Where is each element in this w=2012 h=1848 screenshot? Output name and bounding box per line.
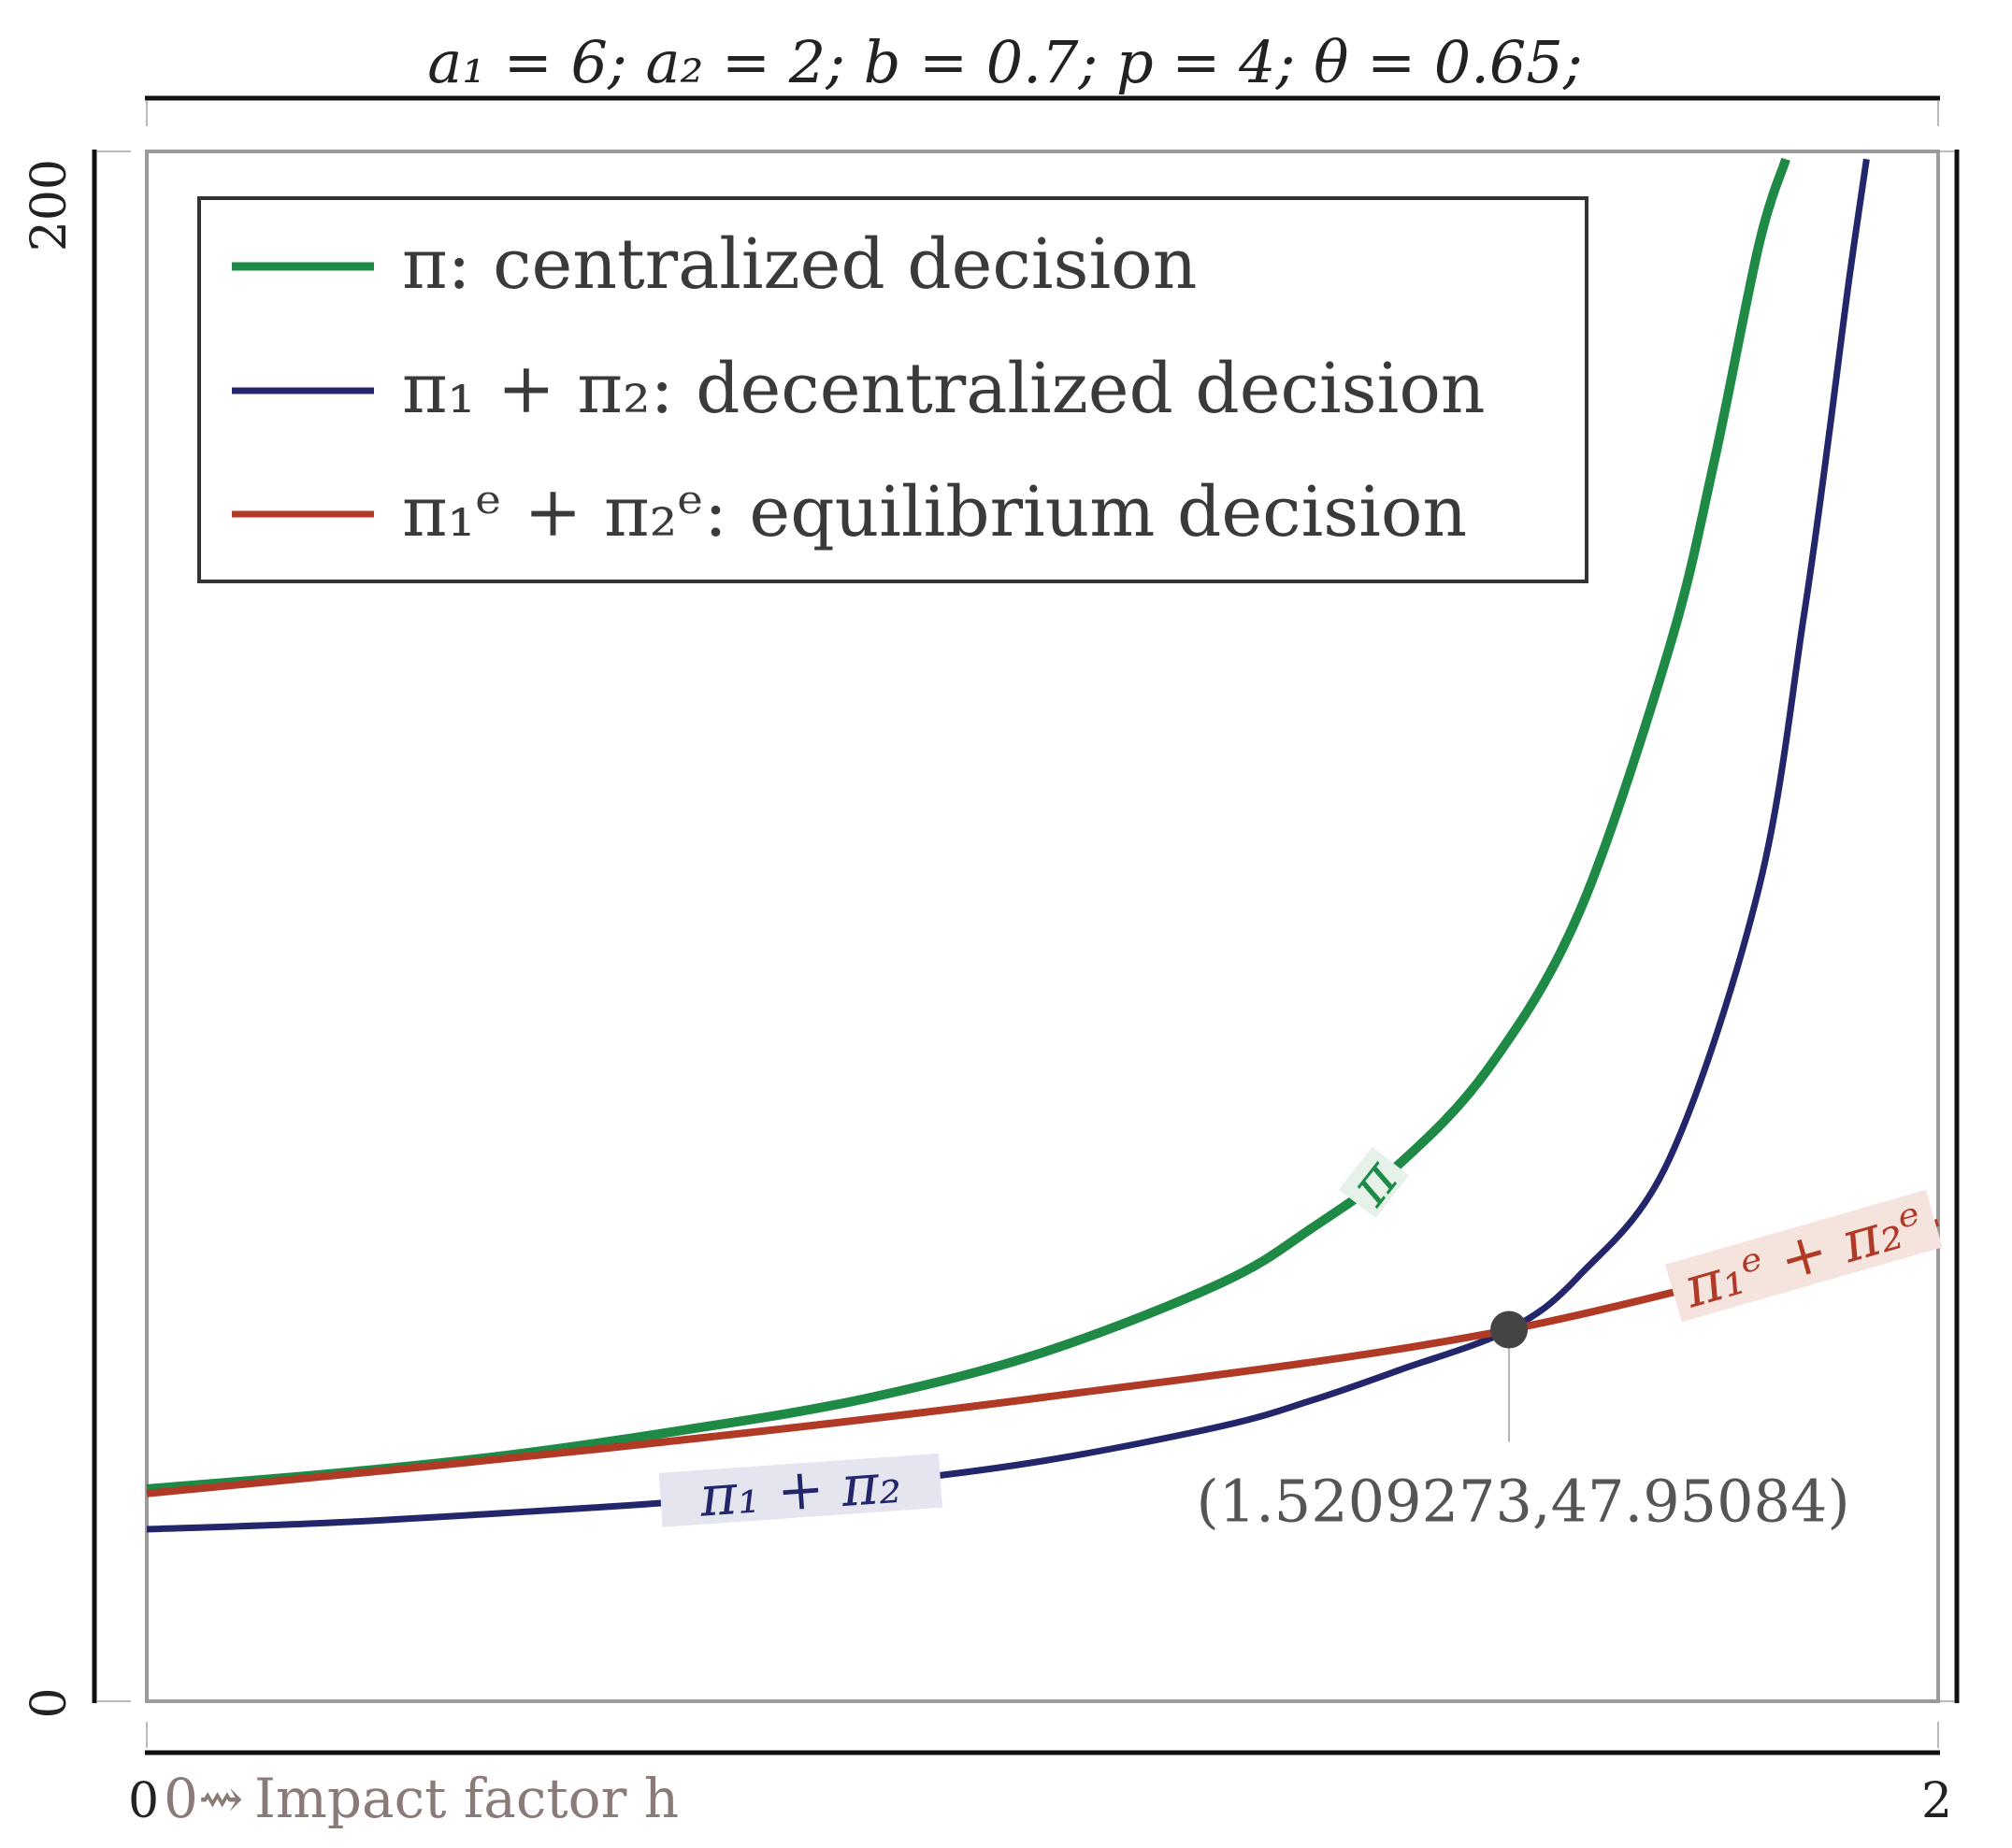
plot-frame: [145, 150, 1940, 1703]
legend-label-centralized: π: centralized decision: [402, 224, 1197, 305]
series-line-pi: [146, 157, 1790, 1494]
x-tick-label-right: 2: [1921, 1773, 1952, 1829]
intersection-point: [1490, 1311, 1529, 1349]
inline-label-pie: π₁ᵉ + π₂ᵉ: [1665, 1189, 1943, 1323]
series-line-pi12: [146, 158, 1870, 1533]
inline-label-text-pi12: π₁ + π₂: [697, 1451, 903, 1530]
chart-title: a₁ = 6; a₂ = 2; b = 0.7; p = 4; θ = 0.65…: [427, 28, 1582, 96]
inline-label-text-pie: π₁ᵉ + π₂ᵉ: [1676, 1191, 1931, 1322]
legend: π: centralized decision π₁ + π₂: decentr…: [197, 196, 1588, 583]
x-axis-label-prefix: 0⇝: [164, 1767, 244, 1830]
inline-label-pi12: π₁ + π₂: [658, 1451, 942, 1530]
legend-label-decentralized: π₁ + π₂: decentralized decision: [402, 349, 1486, 429]
annotation-layer: (1.5209273,47.95084): [1196, 1311, 1850, 1535]
inline-label-bg-pi: [1338, 1146, 1410, 1219]
series-line-pie: [146, 1218, 1939, 1497]
x-tick-label-left: 0: [128, 1773, 159, 1829]
inline-label-bg-pie: [1665, 1189, 1943, 1323]
x-axis-label: Impact factor h: [254, 1767, 679, 1830]
y-tick-label-bottom: 0: [22, 1687, 78, 1718]
legend-label-equilibrium: π₁ᵉ + π₂ᵉ: equilibrium decision: [402, 472, 1467, 552]
legend-box: [197, 196, 1588, 583]
intersection-label: (1.5209273,47.95084): [1196, 1467, 1849, 1535]
y-tick-label-top: 200: [22, 159, 78, 251]
inline-label-bg-pi12: [658, 1453, 942, 1527]
